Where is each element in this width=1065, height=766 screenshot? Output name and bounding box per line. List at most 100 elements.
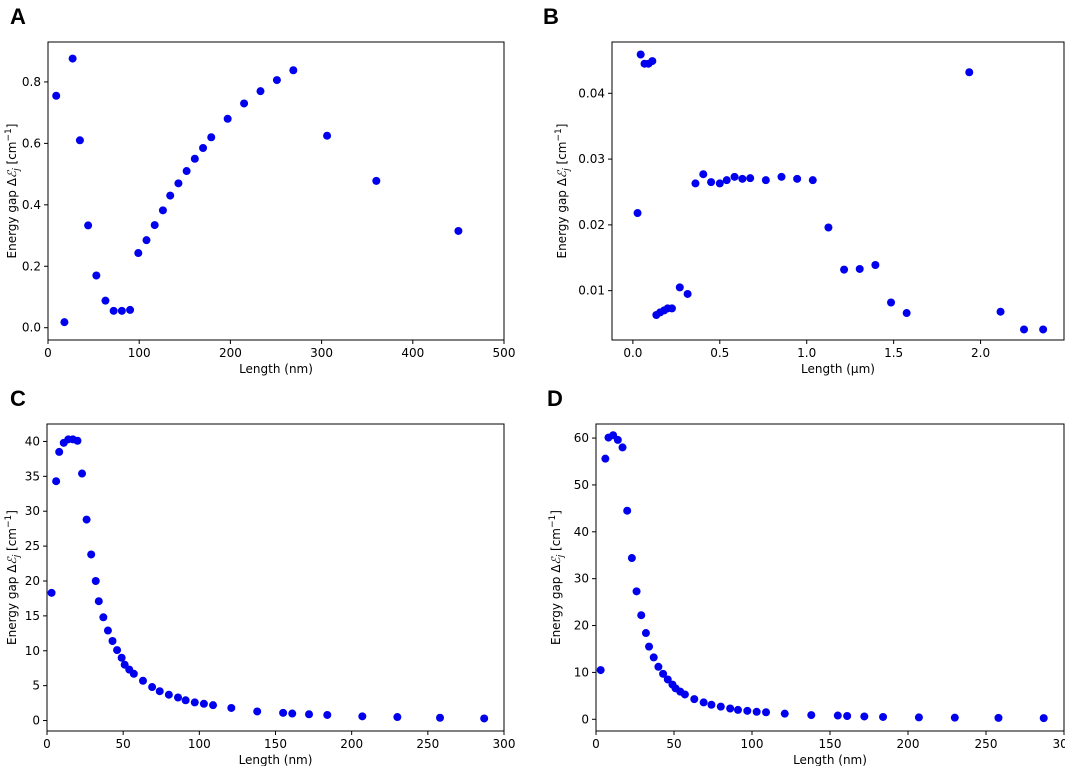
y-tick-label: 20 <box>574 619 589 633</box>
data-point <box>126 305 135 314</box>
y-axis-label-part: j <box>556 554 566 559</box>
x-tick-label: 250 <box>416 737 439 751</box>
y-axis-label-part: Energy gap Δ <box>555 177 569 258</box>
data-point <box>649 653 658 662</box>
data-point <box>887 298 896 307</box>
x-tick-label: 200 <box>897 737 920 751</box>
data-point <box>780 709 789 718</box>
data-point <box>52 91 61 100</box>
y-axis-label-part: Energy gap Δ <box>549 564 563 645</box>
data-point <box>623 506 632 515</box>
y-tick-label: 15 <box>25 609 40 623</box>
y-axis-label-part: −1 <box>4 515 14 528</box>
data-point <box>454 226 463 235</box>
data-point <box>1039 714 1048 723</box>
data-point <box>699 170 708 179</box>
data-point <box>138 676 147 685</box>
data-point <box>174 693 183 702</box>
data-point <box>777 172 786 181</box>
x-axis-label: Length (nm) <box>239 753 313 766</box>
data-point <box>181 696 190 705</box>
y-tick-label: 35 <box>25 469 40 483</box>
data-point <box>68 54 77 63</box>
data-point <box>654 662 663 671</box>
y-axis-label-part: −1 <box>4 128 14 141</box>
panel-letter-c: C <box>10 386 26 411</box>
data-point <box>707 700 716 709</box>
panel-letter-a: A <box>10 4 26 29</box>
data-point <box>808 176 817 185</box>
y-tick-label: 30 <box>574 572 589 586</box>
data-point <box>60 318 69 327</box>
x-tick-label: 1.0 <box>797 346 816 360</box>
x-axis-label: Length (nm) <box>793 753 867 766</box>
data-point <box>667 304 676 313</box>
data-point <box>75 136 84 145</box>
plot-frame <box>47 41 505 341</box>
data-point <box>733 705 742 714</box>
data-point <box>82 515 91 524</box>
data-point <box>996 307 1005 316</box>
data-point <box>950 713 959 722</box>
data-point <box>372 176 381 185</box>
x-tick-label: 300 <box>493 737 516 751</box>
y-axis-label-part: ℰ <box>5 169 19 178</box>
data-point <box>726 704 735 713</box>
data-point <box>73 436 82 445</box>
y-tick-label: 60 <box>574 431 589 445</box>
data-point <box>109 306 118 315</box>
y-axis-label-part: Energy gap Δ <box>5 177 19 258</box>
data-point <box>358 712 367 721</box>
x-tick-label: 0 <box>43 737 51 751</box>
panel-b: B 0.0 0.5 1.0 1.5 2.0 0.01 0.02 0.03 0.04 Length … <box>543 4 1065 376</box>
data-point <box>965 68 974 77</box>
data-point <box>227 703 236 712</box>
x-tick-label: 300 <box>310 346 333 360</box>
y-axis-label: Energy gap Δℰj [cm−1] <box>4 510 22 645</box>
data-point <box>914 713 923 722</box>
data-point <box>715 179 724 188</box>
y-axis-label: Energy gap Δℰj [cm−1] <box>554 124 572 259</box>
data-point <box>134 249 143 258</box>
data-point <box>730 172 739 181</box>
y-tick-label: 5 <box>32 679 40 693</box>
x-tick-label: 300 <box>1053 737 1065 751</box>
data-point <box>129 669 138 678</box>
data-point <box>1020 325 1029 334</box>
y-tick-label: 0.6 <box>22 136 41 150</box>
data-point <box>879 712 888 721</box>
x-tick-label: 0 <box>44 346 52 360</box>
data-point <box>627 554 636 563</box>
data-point <box>288 709 297 718</box>
data-point <box>158 206 167 215</box>
data-point <box>94 597 103 606</box>
data-point <box>855 264 864 273</box>
data-point <box>659 669 668 678</box>
y-axis-label-part: ℰ <box>5 556 19 565</box>
panel-d: D 0 50 100 150 200 250 300 0 10 20 30 40 50 60 Length … <box>547 386 1065 766</box>
x-tick-label: 100 <box>188 737 211 751</box>
x-tick-label: 150 <box>819 737 842 751</box>
data-point <box>190 154 199 163</box>
data-point <box>618 443 627 452</box>
y-axis-label-part: j <box>12 168 22 173</box>
data-point <box>716 702 725 711</box>
data-point <box>99 613 108 622</box>
y-axis-label: Energy gap Δℰj [cm−1] <box>4 124 22 259</box>
data-point <box>84 221 93 230</box>
data-point <box>807 711 816 720</box>
x-tick-label: 50 <box>116 737 131 751</box>
data-point <box>113 646 122 655</box>
data-point <box>305 710 314 719</box>
data-point <box>824 223 833 232</box>
data-point <box>833 711 842 720</box>
data-point <box>207 133 216 142</box>
data-point <box>840 265 849 274</box>
plot-frame <box>595 423 1065 732</box>
y-tick-label: 50 <box>574 478 589 492</box>
x-tick-label: 0.5 <box>710 346 729 360</box>
data-point <box>323 710 332 719</box>
y-tick-label: 0.2 <box>22 259 41 273</box>
data-point <box>155 687 164 696</box>
